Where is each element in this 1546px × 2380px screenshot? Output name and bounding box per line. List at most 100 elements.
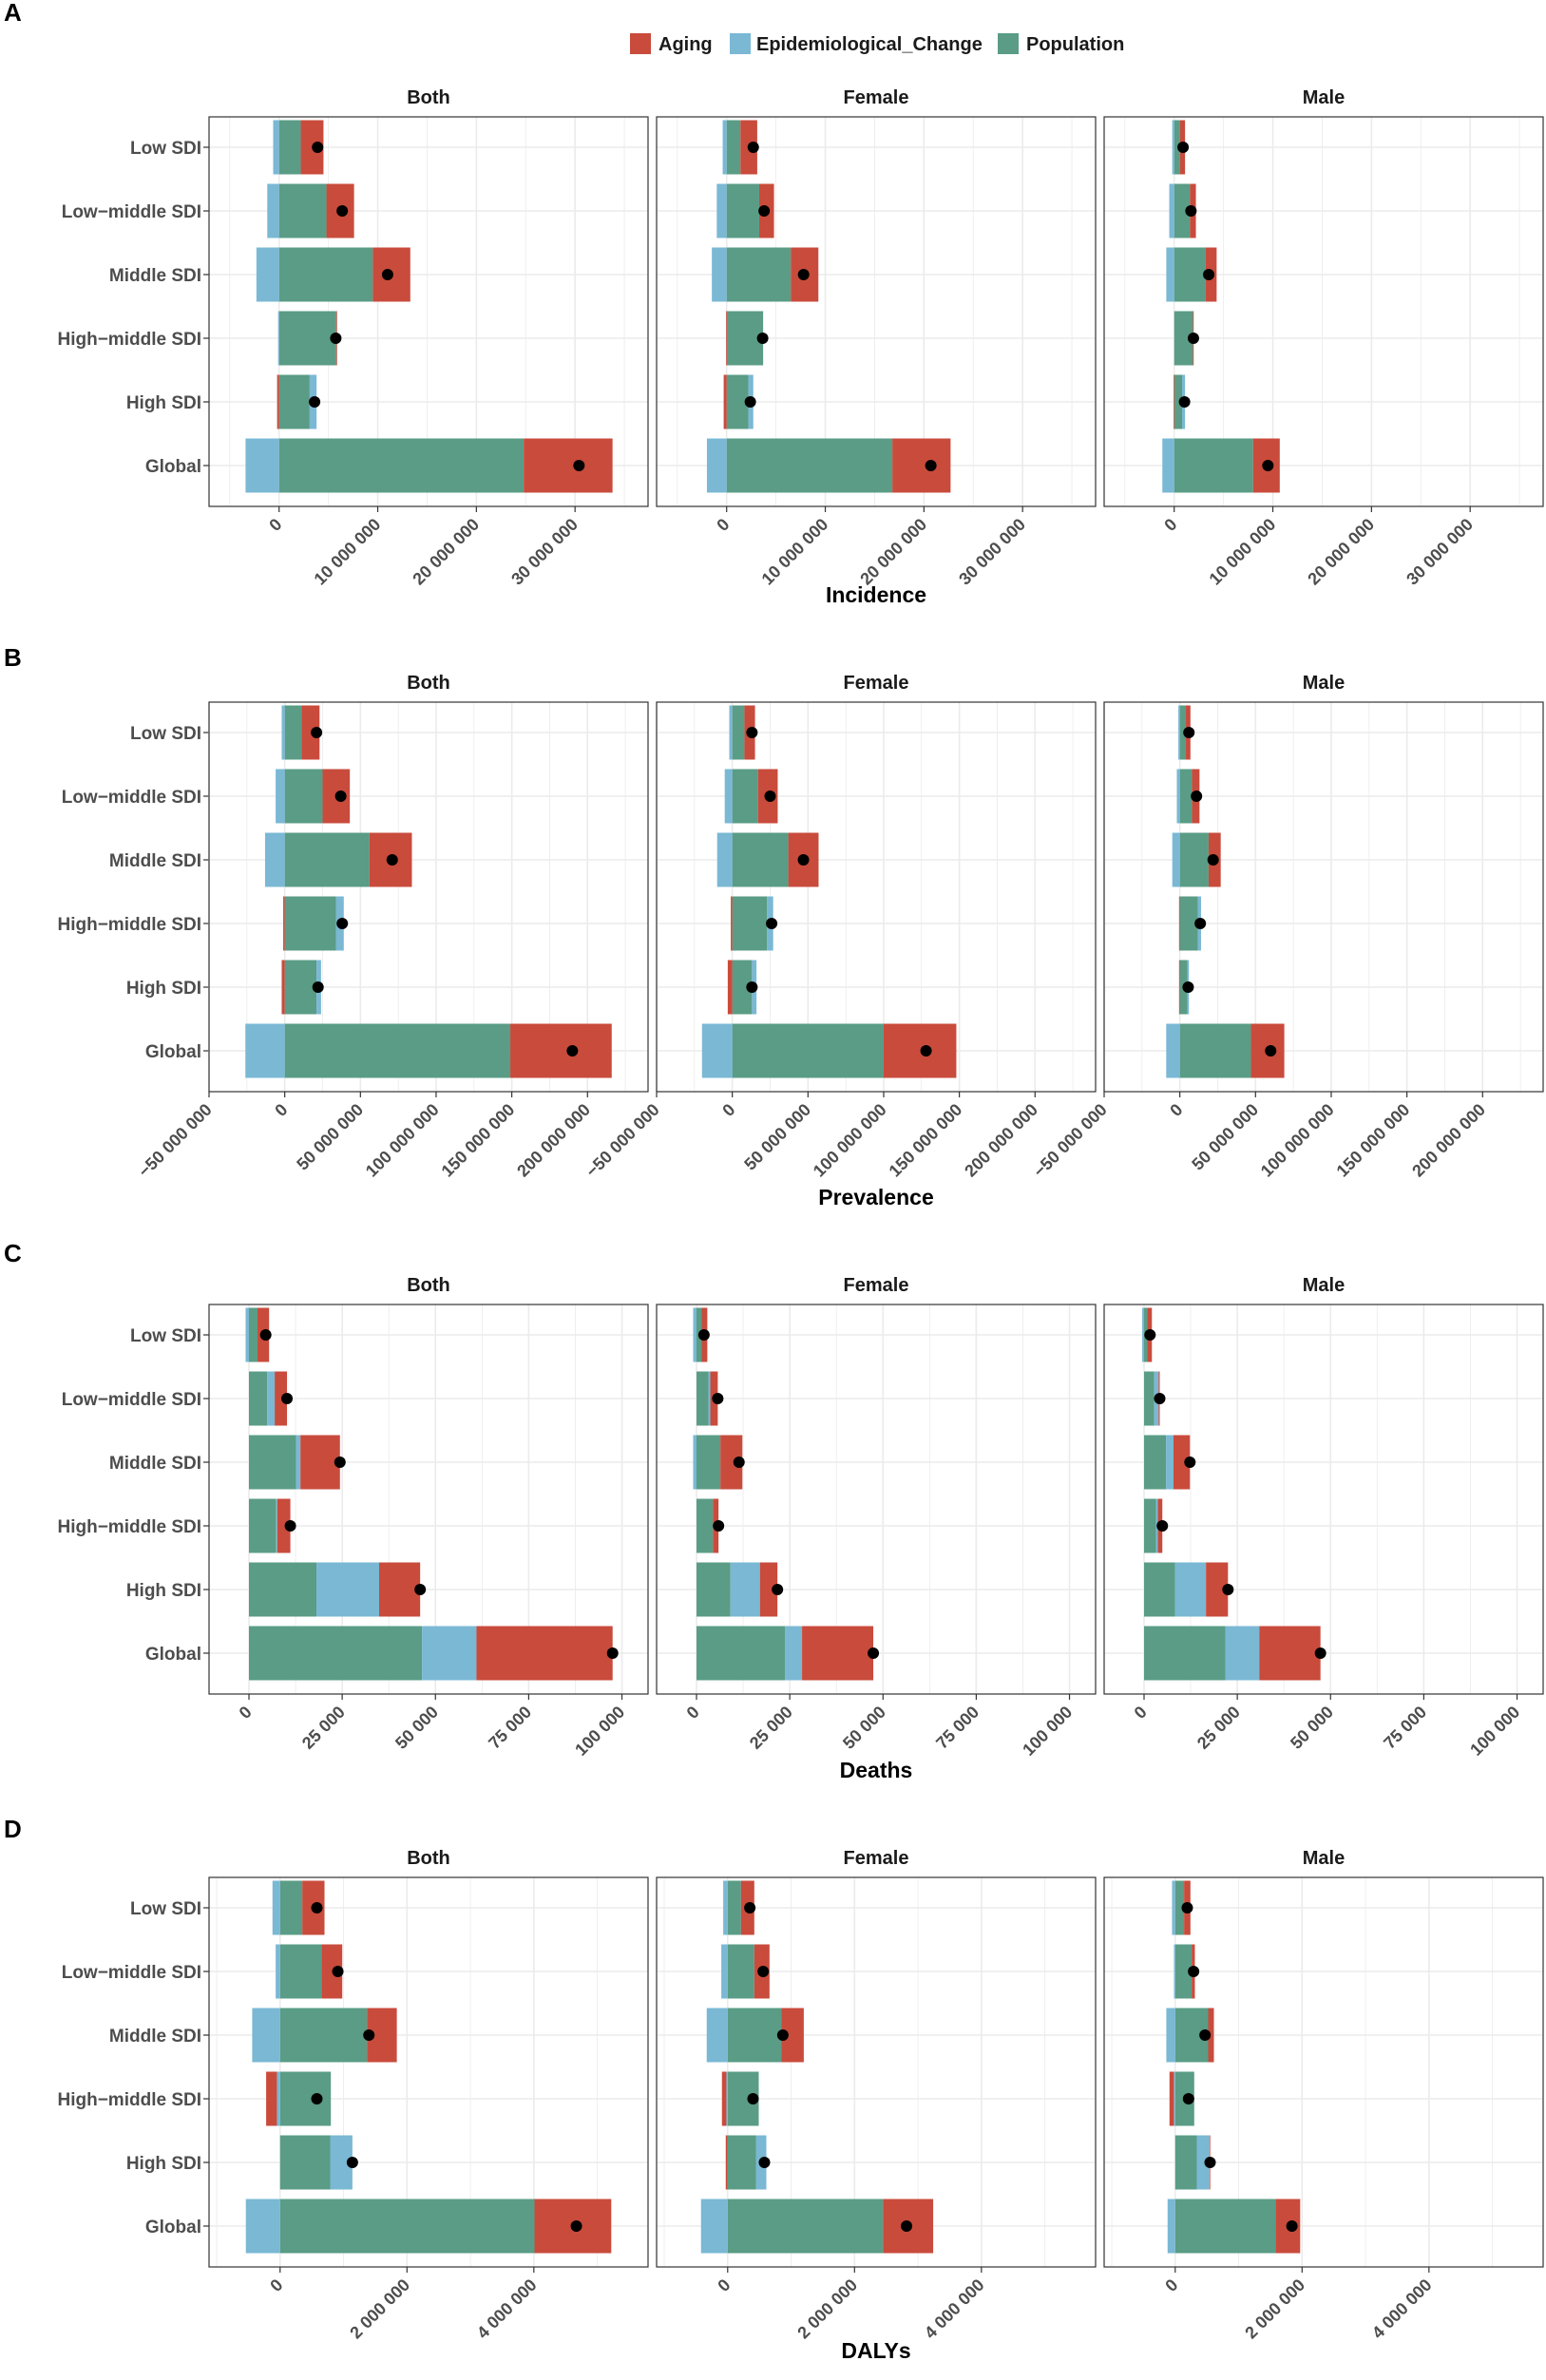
bar-aging [726, 311, 727, 366]
bar-epidemiological-change [706, 2008, 728, 2063]
total-change-point [334, 1457, 346, 1468]
bar-population [1174, 438, 1253, 493]
bar-population [278, 120, 301, 175]
bar-population [279, 2135, 331, 2190]
bar-population [284, 705, 302, 760]
facet-strip-title: Female [844, 1275, 909, 1296]
total-change-point [747, 142, 759, 153]
x-tick-label: 0 [1131, 1703, 1151, 1723]
total-change-point [336, 205, 349, 217]
bar-population [1174, 311, 1193, 366]
x-tick-label: 150 000 000 [438, 1100, 519, 1181]
bar-population [726, 374, 749, 429]
bar-population [1144, 1626, 1226, 1681]
total-change-point [1182, 981, 1194, 993]
bar-epidemiological-change [256, 247, 279, 302]
legend-swatch-aging [630, 33, 651, 54]
total-change-point [1181, 1902, 1193, 1914]
bar-population [284, 1023, 511, 1078]
panel-letter: C [4, 1239, 22, 1267]
bar-population [284, 832, 370, 887]
bar-epidemiological-change [712, 247, 727, 302]
bar-aging [759, 1562, 778, 1617]
bar-epidemiological-change [721, 1944, 728, 1999]
x-tick-label: 100 000 [1466, 1703, 1523, 1760]
panel-c: C Low SDI Low−middle SDI Middle SDI High−mid… [4, 1239, 1544, 1782]
y-tick-label: High SDI [126, 979, 201, 999]
bar-aging [731, 896, 733, 951]
panel-a: A Low SDI Low−middle SDI Middle SDI High−mid… [4, 0, 1544, 607]
total-change-point [281, 1393, 294, 1404]
bar-epidemiological-change [785, 1626, 803, 1681]
total-change-point [386, 854, 398, 866]
total-change-point [1222, 1584, 1234, 1595]
x-tick-label: 2 000 000 [346, 2275, 413, 2343]
x-tick-label: 0 [266, 2275, 286, 2295]
legend: Aging Epidemiological_Change Population [630, 33, 1124, 55]
total-change-point [733, 1457, 745, 1468]
bar-epidemiological-change [1166, 1023, 1180, 1078]
bar-population [732, 1023, 884, 1078]
bar-aging [1206, 1562, 1229, 1617]
x-tick-label: 10 000 000 [1206, 515, 1280, 589]
total-change-point [868, 1647, 880, 1659]
x-tick-label: 0 [683, 1703, 703, 1723]
y-tick-label: Low SDI [130, 1899, 201, 1919]
x-tick-label: 100 000 000 [362, 1100, 443, 1181]
bar-population [279, 2071, 332, 2126]
x-tick-label: 0 [714, 2275, 734, 2295]
bar-epidemiological-change [1172, 1880, 1175, 1935]
y-tick-label: High−middle SDI [58, 330, 202, 350]
bar-epidemiological-change [245, 1023, 285, 1078]
total-change-point [312, 981, 324, 993]
total-change-point [920, 1045, 932, 1057]
panel-letter: D [4, 1815, 22, 1843]
panel-border [1103, 701, 1544, 1093]
facet-male: Male 0 25 000 50 000 75 000 100 000 [1103, 1275, 1544, 1760]
bar-epidemiological-change [1166, 1435, 1174, 1490]
bar-epidemiological-change [272, 1880, 280, 1935]
bar-aging [1169, 2071, 1174, 2126]
x-tick-label: 100 000 000 [1257, 1100, 1338, 1181]
bar-epidemiological-change [245, 2199, 280, 2254]
x-tick-label: 0 [713, 515, 733, 535]
bar-epidemiological-change [729, 705, 733, 760]
x-tick-label: −50 000 000 [582, 1100, 663, 1181]
bar-epidemiological-change [273, 120, 279, 175]
bar-aging [723, 374, 727, 429]
total-change-point [311, 2093, 323, 2104]
bar-epidemiological-change [1225, 1626, 1260, 1681]
panel-border [1103, 116, 1544, 507]
facet-strip-title: Male [1303, 87, 1345, 108]
facet-strip-title: Both [407, 1275, 450, 1296]
total-change-point [901, 2220, 913, 2232]
bar-epidemiological-change [267, 1371, 276, 1426]
facet-strip-title: Male [1303, 1275, 1345, 1296]
bar-epidemiological-change [245, 1307, 249, 1362]
total-change-point [747, 2093, 759, 2104]
x-tick-label: 0 [1166, 1100, 1186, 1120]
bar-population [1179, 1023, 1251, 1078]
bar-epidemiological-change [1172, 120, 1174, 175]
total-change-point [1178, 396, 1191, 408]
bar-epidemiological-change [252, 2008, 280, 2063]
bar-epidemiological-change [1142, 1307, 1144, 1362]
bar-epidemiological-change [716, 183, 727, 238]
facet-strip-title: Both [407, 87, 450, 108]
bar-population [732, 705, 745, 760]
total-change-point [570, 2220, 582, 2232]
x-tick-label: 25 000 [746, 1703, 796, 1753]
bar-epidemiological-change [730, 1562, 760, 1617]
total-change-point [764, 790, 776, 802]
total-change-point [1144, 1329, 1156, 1341]
y-tick-label: Low−middle SDI [62, 1963, 201, 1983]
bar-epidemiological-change [700, 2199, 728, 2254]
x-tick-label: 20 000 000 [856, 515, 930, 589]
bar-aging [720, 1435, 743, 1490]
y-tick-label: Middle SDI [109, 2027, 201, 2047]
bar-population [1174, 2135, 1197, 2190]
total-change-point [311, 727, 323, 738]
facet-both: Both 0 2 000 000 4 000 000 [208, 1848, 649, 2343]
